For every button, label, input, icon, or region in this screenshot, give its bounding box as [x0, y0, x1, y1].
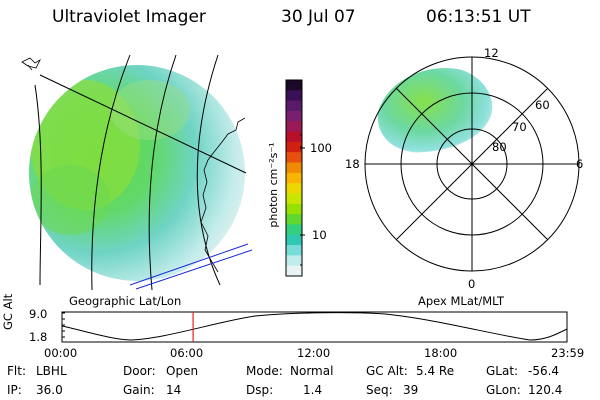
colorbar-segment — [286, 152, 302, 164]
colorbar-segment — [286, 172, 302, 184]
colorbar-unit-label: photon cm⁻²s⁻¹ — [267, 142, 280, 227]
seq-label: Seq: — [366, 383, 393, 397]
mlt-label-18: 18 — [345, 157, 360, 171]
colorbar-gradient — [286, 80, 302, 277]
colorbar-segment — [286, 224, 302, 236]
gc-alt-axis-label: GC Alt — [1, 293, 15, 330]
gain-value: 14 — [166, 383, 182, 397]
colorbar-segment — [286, 234, 302, 246]
colorbar-segment — [286, 162, 302, 174]
date-label: 30 Jul 07 — [281, 7, 356, 27]
dsp-label: Dsp: — [246, 383, 274, 397]
door-label: Door: — [123, 364, 156, 378]
gain-label: Gain: — [123, 383, 155, 397]
geographic-image-panel — [21, 54, 253, 291]
seq-value: 39 — [403, 383, 419, 397]
altitude-strip-plot — [61, 311, 568, 343]
mode-value: Normal — [290, 364, 334, 378]
alt-yticks — [62, 312, 65, 338]
polar-image-panel: 12 18 6 0 60 70 80 — [345, 46, 583, 291]
mlat-label-60: 60 — [535, 98, 550, 112]
auroral-oval-image — [377, 67, 493, 153]
colorbar-segment — [286, 255, 302, 267]
glon-label: GLon: — [486, 383, 521, 397]
colorbar-segment — [286, 183, 302, 194]
colorbar-segment — [286, 193, 302, 205]
app-title: Ultraviolet Imager — [52, 7, 206, 27]
colorbar-segment — [286, 90, 302, 102]
colorbar-segment — [286, 80, 302, 91]
time-label: 06:13:51 UT — [426, 7, 531, 27]
filter-value: LBHL — [36, 364, 67, 378]
colorbar-segment — [286, 245, 302, 256]
mlat-label-80: 80 — [492, 140, 507, 154]
mlt-label-0: 0 — [468, 277, 475, 291]
mlat-label-70: 70 — [512, 120, 527, 134]
coastline — [21, 57, 246, 273]
polar-caption: Apex MLat/MLT — [418, 294, 505, 308]
colorbar: photon cm⁻²s⁻¹ — [267, 79, 305, 277]
gc-alt-label: GC Alt: — [366, 364, 408, 378]
mode-label: Mode: — [246, 364, 283, 378]
colorbar-segment — [286, 141, 302, 153]
altitude-curve — [61, 312, 568, 341]
colorbar-segment — [286, 265, 302, 277]
alt-xtick-1200: 12:00 — [297, 346, 331, 360]
mlt-label-6: 6 — [576, 157, 583, 171]
mlt-label-12: 12 — [484, 46, 499, 60]
orbit-track — [129, 243, 253, 290]
colorbar-tick-100: 100 — [310, 141, 332, 155]
colorbar-segment — [286, 110, 302, 122]
colorbar-segment — [286, 131, 302, 143]
alt-xtick-2359: 23:59 — [551, 346, 585, 360]
alt-xtick-0000: 00:00 — [44, 346, 78, 360]
colorbar-segment — [286, 100, 302, 112]
filter-label: Flt: — [7, 364, 26, 378]
ip-label: IP: — [7, 383, 22, 397]
polar-grid — [364, 56, 580, 272]
colorbar-ticks — [300, 134, 305, 266]
colorbar-tick-10: 10 — [312, 228, 327, 242]
colorbar-segment — [286, 203, 302, 215]
door-value: Open — [166, 364, 199, 378]
dsp-value: 1.4 — [303, 383, 323, 397]
alt-ytick-bottom: 1.8 — [29, 330, 48, 344]
glon-value: 120.4 — [528, 383, 563, 397]
lat-lon-grid — [34, 54, 247, 291]
alt-xtick-1800: 18:00 — [424, 346, 458, 360]
geo-caption: Geographic Lat/Lon — [69, 294, 182, 308]
alt-xtick-0600: 06:00 — [170, 346, 204, 360]
gc-alt-value: 5.4 Re — [416, 364, 455, 378]
colorbar-segment — [286, 214, 302, 225]
colorbar-segment — [286, 121, 302, 133]
glat-value: -56.4 — [528, 364, 560, 378]
glat-label: GLat: — [486, 364, 519, 378]
ip-value: 36.0 — [36, 383, 63, 397]
alt-ytick-top: 9.0 — [29, 307, 48, 321]
